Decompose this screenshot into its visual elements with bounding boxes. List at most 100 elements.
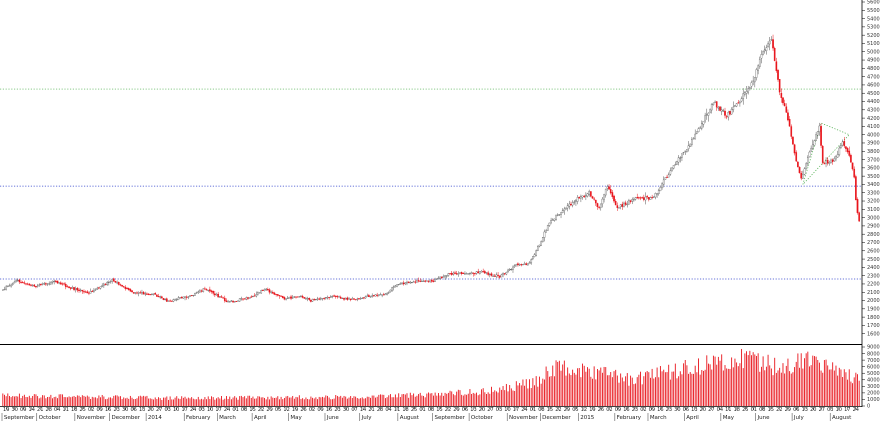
candle-body [616,205,619,208]
volume-bar [845,372,847,406]
candle-body [520,264,523,266]
candle-body [291,297,294,299]
volume-bar [25,396,27,406]
candle-body [336,296,339,298]
candle-body [604,188,607,196]
candle-body [719,106,721,111]
candle-body [93,290,95,292]
candle-body [48,283,51,285]
date-tick-label: 22 [555,407,561,413]
volume-bar [787,358,789,406]
volume-bar [338,396,340,406]
candle-body [767,43,769,48]
price-tick-label: 5300 [867,25,880,31]
volume-bar [366,396,368,406]
volume-bar [721,354,723,406]
candle-body [389,289,392,292]
candle-body [122,286,125,288]
date-tick-label: 04 [717,407,723,413]
volume-bar [716,364,718,406]
candle-body [311,299,314,302]
candle-body [427,280,430,282]
candle-body [662,179,665,185]
candle-body [684,150,687,152]
candle-body [209,289,211,292]
volume-bar [780,372,782,406]
candle-body [452,272,455,275]
price-tick-label: 4200 [867,116,880,122]
candle-body [502,273,504,275]
volume-bar [159,398,161,406]
candle-body [532,256,534,260]
volume-bar [557,361,559,406]
candle-body [745,91,748,94]
volume-bar [232,397,234,406]
volume-bar [414,396,416,406]
date-tick-label: 06 [130,407,136,413]
candle-body [631,198,634,202]
candle-body [386,293,388,295]
volume-bar [250,397,252,406]
candle-body [78,289,80,292]
volume-bar [535,376,537,406]
volume-bar [418,394,420,406]
volume-bar [618,382,620,406]
date-tick-label: 09 [97,407,103,413]
price-tick-label: 2900 [867,224,880,230]
candle-body [217,293,219,298]
volume-bar [628,385,630,406]
volume-bar [12,396,14,406]
volume-bar [222,399,224,406]
candle-body [21,282,24,284]
candle-body [492,275,494,277]
candle-body [285,298,287,300]
volume-bar [590,376,592,406]
date-tick-label: 18 [71,407,77,413]
candle-body [223,297,226,301]
volume-bar [442,395,444,406]
candle-body [679,157,682,159]
candle-body [156,294,158,297]
volume-bar [283,397,285,406]
volume-tick-label: 50000 [867,371,880,377]
volume-bar [252,396,254,406]
date-tick-label: 15 [547,407,553,413]
candle-body [81,290,84,292]
volume-bar [401,394,403,406]
volume-bar [164,397,166,406]
volume-bar [524,385,526,406]
month-label: February [617,415,642,421]
volume-bar [815,356,817,406]
volume-bar [277,396,279,406]
volume-bar [126,397,128,406]
candle-body [674,164,677,166]
volume-bar [562,364,564,406]
volume-bar [98,395,100,406]
volume-bar [491,386,492,406]
month-label: September [434,415,465,421]
candle-body [351,298,354,300]
volume-bar [416,395,418,406]
volume-bar [818,362,820,406]
volume-bar [111,398,113,406]
volume-bar [264,397,265,406]
volume-bar [484,392,486,406]
candle-body [578,196,581,199]
candle-body [465,273,468,275]
volume-bar [93,397,95,406]
candle-body [480,271,483,273]
candle-body [157,296,160,298]
candle-body [606,186,609,189]
candle-body [593,198,595,200]
candle-body [594,199,597,204]
volume-bar [477,395,479,406]
candle-body [50,281,52,285]
candle-body [195,292,198,294]
date-tick-label: 10 [173,407,179,413]
candle-body [497,274,499,276]
volume-bar [772,375,774,406]
candle-body [137,292,140,294]
volume-bar [172,399,174,406]
candle-body [793,144,796,154]
candle-body [252,296,254,297]
